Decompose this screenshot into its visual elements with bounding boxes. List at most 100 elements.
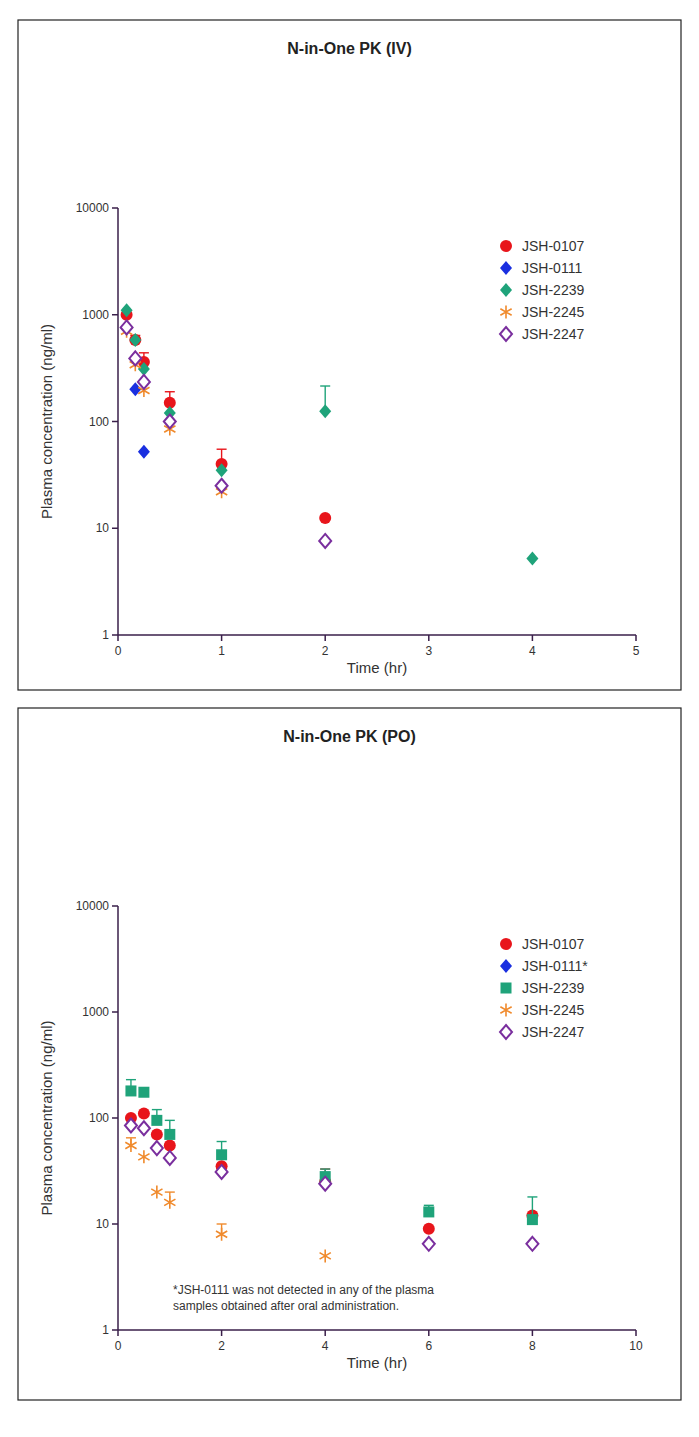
data-point [125, 1085, 136, 1096]
data-point [319, 404, 331, 418]
x-tick-label: 4 [529, 644, 536, 658]
y-tick-label: 10 [96, 521, 110, 535]
y-tick [112, 1329, 118, 1331]
x-tick-label: 0 [115, 644, 122, 658]
data-point [151, 1115, 162, 1126]
legend-label: JSH-0111 [522, 260, 582, 276]
y-tick [112, 634, 118, 636]
x-tick [221, 1330, 223, 1336]
x-tick-label: 4 [322, 1339, 329, 1353]
data-point [125, 1139, 136, 1152]
y-tick [112, 314, 118, 316]
y-tick-label: 10 [96, 1217, 110, 1231]
annotation: samples obtained after oral administrati… [173, 1299, 399, 1313]
data-point [164, 1196, 175, 1209]
y-tick [112, 1223, 118, 1225]
series [125, 1138, 331, 1263]
series [121, 303, 539, 565]
data-point [526, 552, 538, 566]
y-axis-label: Plasma concentration (ng/ml) [38, 1020, 55, 1215]
legend-label: JSH-0107 [522, 936, 584, 952]
x-tick [117, 1330, 119, 1336]
x-tick-label: 3 [425, 644, 432, 658]
data-point [526, 1237, 538, 1251]
x-tick-label: 2 [218, 1339, 225, 1353]
legend-marker [500, 1004, 511, 1017]
legend-marker [500, 959, 512, 973]
plot-area [125, 1080, 538, 1263]
data-point [216, 1228, 227, 1241]
y-tick-label: 1 [102, 628, 109, 642]
legend-marker [500, 283, 512, 297]
data-point [138, 1087, 149, 1098]
legend-marker [500, 327, 512, 341]
y-tick-label: 10000 [76, 201, 110, 215]
legend-label: JSH-2247 [522, 1024, 584, 1040]
page: N-in-One PK (IV)110100100010000012345Pla… [0, 0, 699, 1437]
x-axis-line [118, 1329, 636, 1331]
x-tick [635, 1330, 637, 1336]
panel-frame [18, 708, 681, 1400]
data-point [138, 1150, 149, 1163]
annotation: *JSH-0111 was not detected in any of the… [173, 1283, 434, 1297]
chart-title: N-in-One PK (IV) [287, 40, 411, 57]
chart: N-in-One PK (IV)110100100010000012345Pla… [18, 20, 681, 690]
legend-label: JSH-2245 [522, 304, 584, 320]
data-point [121, 303, 133, 317]
y-tick-label: 10000 [76, 899, 110, 913]
legend-marker [500, 938, 512, 950]
series [125, 1108, 538, 1235]
y-axis-label: Plasma concentration (ng/ml) [38, 324, 55, 519]
legend-marker [500, 261, 512, 275]
data-point [129, 333, 141, 347]
data-point [125, 1118, 137, 1132]
data-point [164, 1151, 176, 1165]
data-point [138, 375, 150, 389]
data-point [319, 512, 331, 524]
data-point [129, 351, 141, 365]
legend-label: JSH-2239 [522, 980, 584, 996]
legend-label: JSH-2245 [522, 1002, 584, 1018]
y-tick-label: 100 [89, 1111, 109, 1125]
data-point [527, 1214, 538, 1225]
y-tick [112, 528, 118, 530]
data-point [319, 534, 331, 548]
data-point [138, 445, 150, 459]
data-point [151, 1186, 162, 1199]
x-tick [635, 635, 637, 641]
series [125, 1118, 538, 1250]
x-tick [532, 1330, 534, 1336]
x-tick-label: 0 [115, 1339, 122, 1353]
data-point [151, 1141, 163, 1155]
legend-label: JSH-0111* [522, 958, 588, 974]
chart: N-in-One PK (PO)1101001000100000246810Pl… [18, 708, 681, 1400]
x-tick-label: 10 [629, 1339, 643, 1353]
series [121, 320, 332, 548]
x-axis-label: Time (hr) [347, 1354, 407, 1371]
x-tick [117, 635, 119, 641]
x-tick-label: 5 [633, 644, 640, 658]
data-point [151, 1128, 163, 1140]
x-tick [324, 1330, 326, 1336]
legend: JSH-0107JSH-0111JSH-2239JSH-2245JSH-2247 [500, 238, 584, 342]
legend-marker [501, 983, 512, 994]
data-point [319, 1177, 331, 1191]
x-tick-label: 8 [529, 1339, 536, 1353]
y-tick [112, 1117, 118, 1119]
data-point [216, 479, 228, 493]
x-tick [324, 635, 326, 641]
data-point [164, 1129, 175, 1140]
data-point [121, 320, 133, 334]
y-tick-label: 1000 [82, 1005, 109, 1019]
data-point [138, 1108, 150, 1120]
y-tick-label: 100 [89, 415, 109, 429]
chart-title: N-in-One PK (PO) [283, 728, 415, 745]
y-tick [112, 421, 118, 423]
x-tick [428, 635, 430, 641]
x-tick [532, 635, 534, 641]
data-point [216, 463, 228, 477]
x-tick [428, 1330, 430, 1336]
series [121, 321, 150, 459]
y-tick-label: 1 [102, 1323, 109, 1337]
data-point [423, 1223, 435, 1235]
